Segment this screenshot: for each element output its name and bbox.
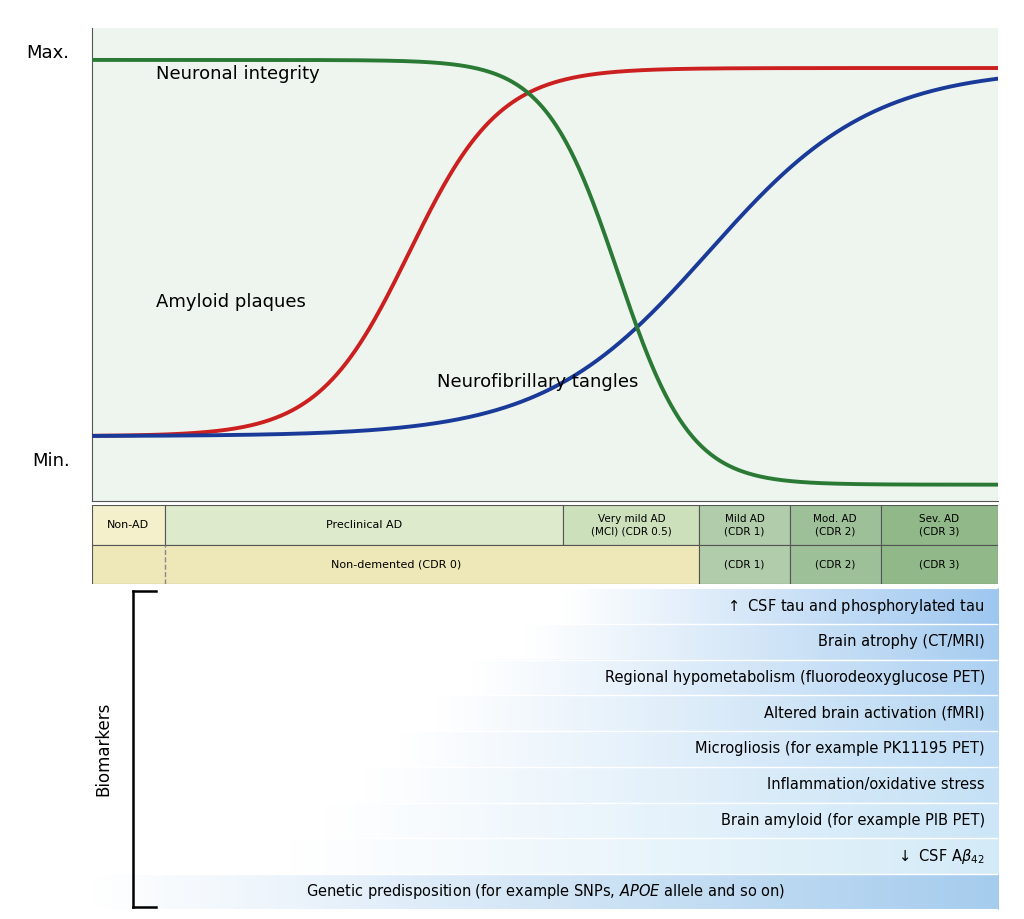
- Text: Regional hypometabolism (fluorodeoxyglucose PET): Regional hypometabolism (fluorodeoxygluc…: [604, 670, 985, 685]
- Text: Min.: Min.: [32, 452, 70, 471]
- Text: Neurofibrillary tangles: Neurofibrillary tangles: [436, 373, 638, 391]
- Text: Preclinical AD: Preclinical AD: [326, 520, 402, 530]
- Text: Microgliosis (for example PK11195 PET): Microgliosis (for example PK11195 PET): [695, 742, 985, 756]
- Text: (CDR 3): (CDR 3): [920, 559, 959, 569]
- Bar: [699, 505, 790, 544]
- Bar: [790, 505, 881, 544]
- Bar: [699, 544, 790, 584]
- Bar: [92, 505, 165, 544]
- Text: Non-demented (CDR 0): Non-demented (CDR 0): [331, 559, 461, 569]
- Bar: [881, 505, 998, 544]
- Text: Amyloid plaques: Amyloid plaques: [156, 292, 305, 311]
- Bar: [165, 505, 563, 544]
- Text: Sev. AD
(CDR 3): Sev. AD (CDR 3): [920, 514, 959, 536]
- Text: (CDR 1): (CDR 1): [724, 559, 765, 569]
- Text: Mod. AD
(CDR 2): Mod. AD (CDR 2): [813, 514, 857, 536]
- Bar: [881, 544, 998, 584]
- Text: Mild AD
(CDR 1): Mild AD (CDR 1): [724, 514, 765, 536]
- Text: Biomarkers: Biomarkers: [94, 702, 112, 796]
- Bar: [92, 544, 699, 584]
- Text: Brain atrophy (CT/MRI): Brain atrophy (CT/MRI): [818, 634, 985, 649]
- Text: Brain amyloid (for example PIB PET): Brain amyloid (for example PIB PET): [721, 813, 985, 828]
- Text: Genetic predisposition (for example SNPs, $\it{APOE}$ allele and so on): Genetic predisposition (for example SNPs…: [306, 882, 784, 902]
- Text: Inflammation/oxidative stress: Inflammation/oxidative stress: [767, 777, 985, 792]
- Text: Non-AD: Non-AD: [108, 520, 150, 530]
- Text: $\downarrow$ CSF A$\beta_{42}$: $\downarrow$ CSF A$\beta_{42}$: [896, 846, 985, 866]
- Text: Max.: Max.: [27, 44, 70, 62]
- Text: Very mild AD
(MCI) (CDR 0.5): Very mild AD (MCI) (CDR 0.5): [591, 514, 672, 536]
- Bar: [790, 544, 881, 584]
- Text: (CDR 2): (CDR 2): [815, 559, 855, 569]
- Text: Altered brain activation (fMRI): Altered brain activation (fMRI): [764, 706, 985, 720]
- Bar: [563, 505, 699, 544]
- Text: Neuronal integrity: Neuronal integrity: [156, 65, 319, 84]
- Text: $\uparrow$ CSF tau and phosphorylated tau: $\uparrow$ CSF tau and phosphorylated ta…: [725, 596, 985, 616]
